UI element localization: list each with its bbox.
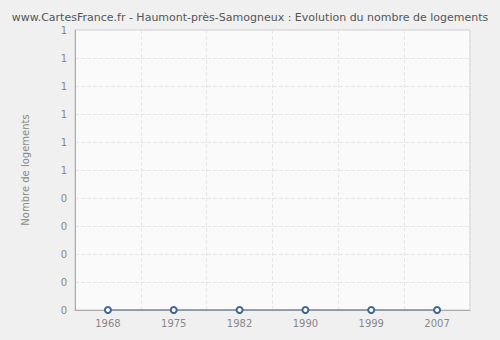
- svg-text:1: 1: [61, 53, 67, 64]
- svg-text:1: 1: [61, 25, 67, 36]
- svg-text:0: 0: [61, 193, 67, 204]
- svg-text:0: 0: [61, 277, 67, 288]
- svg-text:1: 1: [61, 81, 67, 92]
- svg-text:1968: 1968: [95, 318, 120, 329]
- svg-text:0: 0: [61, 305, 67, 316]
- svg-text:www.CartesFrance.fr - Haumont-: www.CartesFrance.fr - Haumont-près-Samog…: [12, 11, 489, 24]
- svg-text:1999: 1999: [359, 318, 384, 329]
- svg-text:1: 1: [61, 137, 67, 148]
- svg-text:Nombre de logements: Nombre de logements: [20, 114, 31, 225]
- svg-text:2007: 2007: [424, 318, 449, 329]
- svg-text:1982: 1982: [227, 318, 252, 329]
- svg-text:0: 0: [61, 249, 67, 260]
- svg-text:1: 1: [61, 165, 67, 176]
- svg-text:0: 0: [61, 221, 67, 232]
- svg-text:1: 1: [61, 109, 67, 120]
- svg-text:1990: 1990: [293, 318, 318, 329]
- svg-text:1975: 1975: [161, 318, 186, 329]
